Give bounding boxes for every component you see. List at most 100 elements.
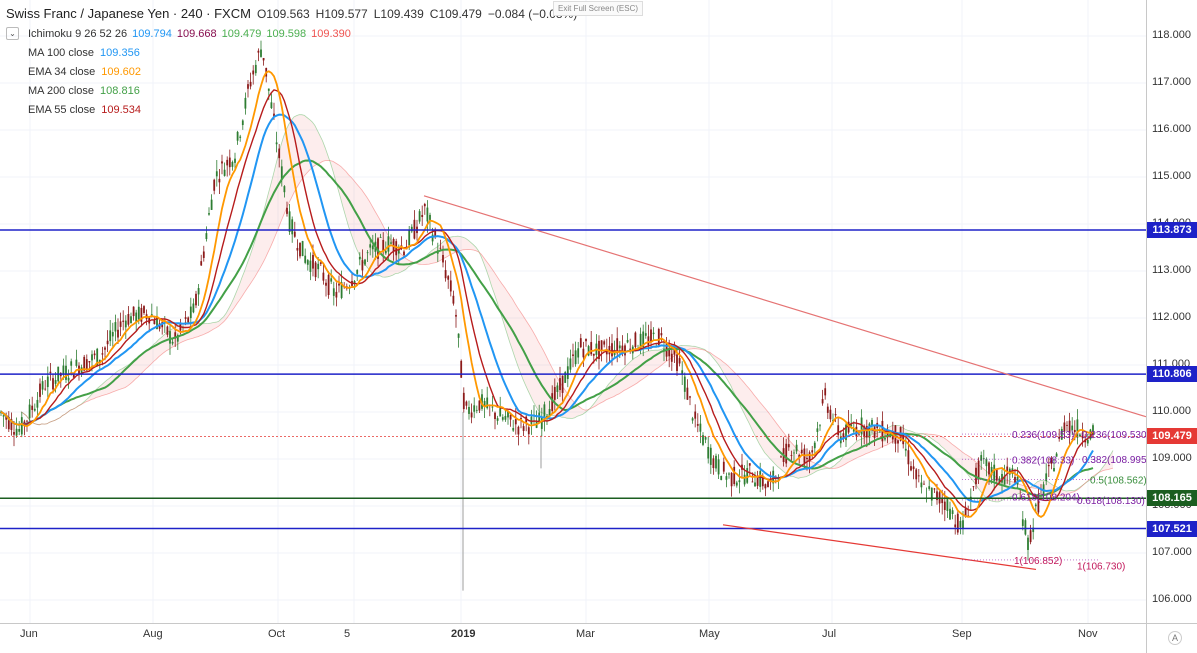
candle-body: [491, 406, 494, 408]
candle-body: [829, 409, 832, 420]
fib-level-label: 0.236(109.530): [1082, 430, 1146, 441]
candle-body: [852, 428, 855, 432]
time-tick-label: May: [699, 628, 720, 640]
candle-body: [20, 417, 23, 435]
candle-body: [577, 348, 580, 358]
candle-body: [296, 247, 299, 251]
time-axis[interactable]: [0, 623, 1146, 653]
candle-body: [980, 455, 983, 461]
candle-body: [850, 424, 853, 427]
candle-body: [954, 524, 957, 528]
fibonacci-retracements[interactable]: 0.236(109.53) 0.236(109.530) 0.382(108.995…: [962, 430, 1150, 573]
candle-body: [826, 406, 829, 413]
candle-body: [226, 159, 229, 166]
fib-level-label: 0.5(108.562): [1090, 476, 1146, 487]
price-tick-label: 106.000: [1152, 593, 1192, 605]
candle-body: [582, 348, 585, 358]
candle-body: [1089, 429, 1092, 440]
indicator-row-ma200[interactable]: MA 200 close 108.816: [6, 85, 577, 97]
candle-body: [195, 293, 197, 306]
candle-body: [306, 260, 309, 265]
candle-body: [5, 415, 8, 420]
time-tick-label: Nov: [1078, 628, 1098, 640]
candle-body: [273, 113, 275, 118]
candle-body: [585, 339, 587, 342]
price-tick-label: 107.000: [1152, 546, 1192, 558]
time-tick-label: Sep: [952, 628, 972, 640]
upper-trendline: [423, 195, 1147, 418]
cloud-fill: [21, 114, 1113, 502]
candlesticks: [0, 40, 1094, 591]
candle-body: [564, 372, 567, 383]
candle-body: [254, 64, 257, 74]
symbol-title[interactable]: Swiss Franc / Japanese Yen · 240 · FXCM: [6, 6, 251, 21]
indicator-value: 109.668: [176, 27, 217, 40]
candle-body: [221, 161, 223, 164]
candle-body: [215, 171, 218, 177]
candle-body: [257, 50, 260, 53]
candle-body: [119, 321, 122, 327]
candle-body: [673, 347, 676, 355]
candle-body: [384, 250, 387, 254]
candle-body: [709, 447, 712, 465]
candle-body: [663, 349, 665, 351]
candle-body: [683, 376, 686, 392]
candle-body: [821, 399, 824, 404]
candle-body: [977, 460, 980, 479]
indicator-row-ma100[interactable]: MA 100 close 109.356: [6, 47, 577, 59]
indicator-row-ema55[interactable]: EMA 55 close 109.534: [6, 104, 577, 116]
candle-body: [156, 316, 158, 330]
indicator-value: 109.602: [101, 66, 142, 78]
horizontal-levels[interactable]: [0, 229, 1146, 530]
candle-body: [824, 388, 827, 396]
exit-fullscreen-button[interactable]: Exit Full Screen (ESC): [553, 1, 644, 16]
candle-body: [1024, 520, 1027, 535]
candle-body: [642, 331, 645, 348]
candle-body: [270, 102, 273, 109]
candle-body: [928, 486, 931, 489]
candle-body: [187, 317, 190, 323]
chart-area[interactable]: 0.236(109.53) 0.236(109.530) 0.382(108.995…: [0, 0, 1150, 623]
price-chart-canvas[interactable]: 0.236(109.53) 0.236(109.530) 0.382(108.995…: [0, 0, 1150, 623]
candle-body: [629, 348, 632, 351]
price-tick-label: 113.000: [1152, 264, 1191, 276]
indicator-row-ichimoku[interactable]: ⌄ Ichimoku 9 26 52 26 109.794 109.668 10…: [6, 27, 577, 40]
candle-body: [465, 401, 468, 406]
candle-body: [699, 423, 702, 432]
candle-body: [1076, 419, 1079, 438]
time-tick-label: Oct: [268, 628, 286, 640]
candle-body: [514, 419, 517, 425]
candle-body: [369, 244, 372, 248]
auto-scale-toggle[interactable]: A: [1146, 623, 1197, 653]
ohlc-close: C109.479: [429, 7, 482, 21]
candle-body: [46, 376, 49, 388]
candle-body: [192, 303, 195, 313]
candle-body: [39, 383, 41, 397]
ohlc-low: L109.439: [373, 7, 424, 21]
candle-body: [397, 249, 400, 254]
candle-body: [941, 498, 944, 504]
candle-body: [85, 359, 88, 371]
candle-body: [551, 393, 554, 411]
candle-body: [54, 380, 57, 384]
candle-body: [717, 459, 720, 475]
candle-body: [267, 88, 270, 91]
candle-body: [517, 426, 520, 435]
indicator-row-ema34[interactable]: EMA 34 close 109.602: [6, 66, 577, 78]
price-level-tag: 108.165: [1147, 490, 1197, 507]
trend-lines[interactable]: [423, 195, 1147, 571]
candle-body: [946, 499, 949, 511]
candle-body: [408, 230, 411, 246]
candle-body: [132, 306, 135, 317]
candle-body: [512, 428, 515, 431]
candle-body: [923, 483, 925, 485]
candle-body: [1086, 439, 1089, 444]
candle-body: [985, 458, 988, 467]
candle-body: [592, 353, 595, 356]
indicator-value: 109.598: [266, 27, 307, 40]
collapse-chevron-icon[interactable]: ⌄: [6, 27, 19, 40]
candle-body: [91, 354, 93, 361]
candle-body: [239, 136, 242, 138]
candle-body: [392, 239, 395, 252]
price-axis[interactable]: [1146, 0, 1197, 623]
